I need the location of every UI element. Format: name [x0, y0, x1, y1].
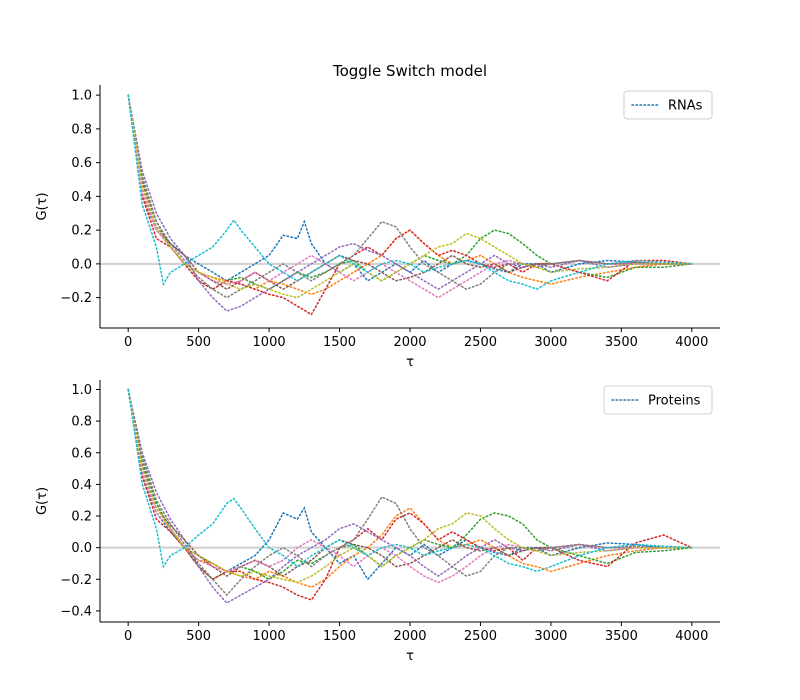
- x-axis-label: τ: [406, 649, 414, 664]
- y-tick-label: −0.2: [60, 291, 92, 306]
- x-tick-label: 500: [186, 629, 211, 644]
- y-tick-label: 0.6: [71, 156, 92, 171]
- y-tick-label: −0.2: [60, 573, 92, 588]
- x-tick-label: 2500: [464, 629, 497, 644]
- series-line-8: [127, 94, 693, 299]
- series-line-8: [127, 388, 693, 597]
- series-line-9: [127, 94, 693, 299]
- protein-autocorrelation-panel: 0 500 1000 1500 2000 2500 3000 3500 4000 −0.4 −0.2…: [35, 380, 720, 664]
- x-tick-label: 2000: [393, 629, 426, 644]
- y-tick-label: 0.4: [71, 478, 92, 493]
- series-line-4: [127, 388, 693, 601]
- y-tick-label: 0.6: [71, 446, 92, 461]
- series-line-4: [127, 94, 693, 316]
- y-tick-label: 0.0: [71, 257, 92, 272]
- x-tick-label: 0: [124, 629, 132, 644]
- x-tick-label: 1000: [253, 335, 286, 350]
- rna-autocorrelation-panel: 0 500 1000 1500 2000 2500 3000 3500 4000 −0.2 0.0 0…: [35, 62, 720, 370]
- x-tick-label: 4000: [675, 629, 708, 644]
- series-line-5: [127, 94, 693, 312]
- series-line-7: [127, 388, 693, 584]
- x-tick-label: 2000: [393, 335, 426, 350]
- series-line-10: [127, 94, 693, 291]
- legend-label: Proteins: [648, 394, 701, 409]
- y-tick-label: 1.0: [71, 383, 92, 398]
- y-tick-label: 0.2: [71, 224, 92, 239]
- y-tick-label: 0.2: [71, 510, 92, 525]
- x-tick-label: 3000: [534, 335, 567, 350]
- x-tick-label: 2500: [464, 335, 497, 350]
- legend-box: [623, 90, 713, 120]
- legend-label: RNAs: [668, 99, 703, 114]
- series-line-1: [127, 94, 693, 282]
- y-tick-label: 0.4: [71, 190, 92, 205]
- series-line-2: [127, 388, 693, 589]
- x-tick-label: 4000: [675, 335, 708, 350]
- x-tick-label: 3500: [605, 335, 638, 350]
- series-line-6: [127, 388, 693, 578]
- x-tick-label: 0: [124, 335, 132, 350]
- series-line-10: [127, 388, 693, 573]
- x-tick-label: 1500: [323, 335, 356, 350]
- legend-box: [603, 385, 713, 415]
- y-tick-label: 0.8: [71, 415, 92, 430]
- y-tick-label: 0.0: [71, 541, 92, 556]
- chart-title: Toggle Switch model: [332, 62, 487, 80]
- series-line-9: [127, 388, 693, 584]
- series-line-2: [127, 94, 693, 296]
- series-line-5: [127, 388, 693, 604]
- x-tick-label: 1000: [253, 629, 286, 644]
- x-tick-label: 1500: [323, 629, 356, 644]
- y-axis-label: G(τ): [35, 192, 50, 220]
- x-tick-label: 3500: [605, 629, 638, 644]
- y-axis-label: G(τ): [35, 487, 50, 515]
- x-axis-label: τ: [406, 355, 414, 370]
- x-tick-label: 500: [186, 335, 211, 350]
- y-tick-label: 0.8: [71, 122, 92, 137]
- y-tick-label: −0.4: [60, 604, 92, 619]
- x-tick-label: 3000: [534, 629, 567, 644]
- y-tick-label: 1.0: [71, 89, 92, 104]
